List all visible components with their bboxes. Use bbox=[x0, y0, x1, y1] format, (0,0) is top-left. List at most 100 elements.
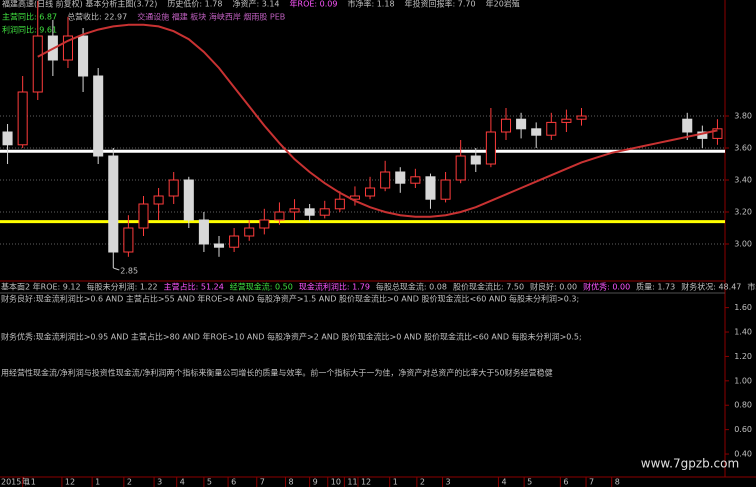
candle-body bbox=[576, 115, 587, 120]
indicator-value: 财良好: 0.00 bbox=[530, 282, 577, 292]
header-text: 净资产: 3.14 bbox=[232, 0, 279, 9]
x-tick-label: 7 bbox=[260, 478, 265, 487]
year-label: 2015年 bbox=[1, 477, 29, 487]
x-tick-label: 2 bbox=[420, 478, 425, 487]
candle-body bbox=[183, 179, 194, 221]
indicator-value: 股价现金流比: 7.50 bbox=[453, 282, 524, 292]
candle-body bbox=[500, 118, 512, 133]
candle-body bbox=[78, 35, 89, 77]
indicator-value: 主营占比: 51.24 bbox=[164, 282, 224, 292]
indicator-note: 财务优秀:现金流利润比>0.95 AND 主营占比>80 AND 年ROE>10… bbox=[1, 332, 582, 342]
candle-body bbox=[168, 179, 179, 197]
header-text: 年ROE: 0.09 bbox=[290, 0, 338, 9]
x-tick-label: 11 bbox=[347, 478, 357, 487]
y-tick-label: 0.80 bbox=[734, 401, 752, 410]
y-tick-label: 1.20 bbox=[734, 352, 752, 361]
candle-body bbox=[440, 179, 451, 200]
header-text: 福建高速(日线 前复权) 基本分析主图(3.72) bbox=[2, 0, 157, 9]
y-tick-label: 0.60 bbox=[734, 425, 752, 434]
x-tick-label: 1 bbox=[95, 478, 100, 487]
x-tick-label: 3 bbox=[446, 478, 451, 487]
candle-body bbox=[561, 118, 572, 123]
x-tick-label: 1 bbox=[393, 478, 398, 487]
y-tick-label: 3.40 bbox=[734, 176, 752, 185]
x-tick-label: 4 bbox=[501, 478, 506, 487]
indicator-note: 财务良好:现金流利润比>0.6 AND 主营占比>55 AND 年ROE>8 A… bbox=[1, 294, 579, 304]
candle-body bbox=[32, 35, 43, 93]
candle-body bbox=[470, 155, 481, 165]
candle-body bbox=[274, 211, 285, 221]
watermark: www.7gpzb.com bbox=[641, 457, 739, 471]
candle-body bbox=[153, 195, 164, 205]
candle-body bbox=[380, 171, 391, 189]
candle-body bbox=[682, 118, 693, 133]
x-tick-label: 8 bbox=[615, 478, 620, 487]
x-tick-label: 4 bbox=[180, 478, 185, 487]
candle-body bbox=[93, 75, 104, 157]
indicator-value: 财优秀: 0.00 bbox=[583, 282, 630, 292]
indicator-note: 用经营性现金流/净利润与投资性现金流/净利润两个指标来衡量公司增长的质量与效率。… bbox=[1, 368, 553, 378]
candle-body bbox=[229, 235, 240, 248]
candle-body bbox=[123, 227, 134, 253]
indicator-value: 财务状况: 48.47 bbox=[681, 282, 741, 292]
x-tick-label: 9 bbox=[313, 478, 318, 487]
x-tick-label: 2 bbox=[127, 478, 132, 487]
y-tick-label: 1.00 bbox=[734, 376, 752, 385]
header-text: 主营同比: 6.87 bbox=[2, 12, 57, 22]
annotation-leader bbox=[113, 267, 120, 271]
header-text: 利润同比: 9.61 bbox=[2, 25, 57, 35]
candle-body bbox=[198, 219, 209, 245]
x-tick-label: 8 bbox=[288, 478, 293, 487]
indicator-value: 现金流利润比: 1.79 bbox=[299, 282, 370, 292]
candle-body bbox=[546, 121, 557, 136]
candle-body bbox=[334, 198, 345, 210]
y-tick-label: 3.20 bbox=[734, 208, 752, 217]
candle-body bbox=[395, 171, 406, 184]
header-text: 历史低价: 1.78 bbox=[167, 0, 222, 9]
candle-body bbox=[62, 35, 73, 61]
candle-body bbox=[319, 208, 330, 216]
candle-body bbox=[17, 91, 28, 146]
indicator-value: 基本面2 年ROE: 9.12 bbox=[1, 282, 81, 292]
candle-body bbox=[259, 219, 270, 229]
indicator-value: 市增率: 0.01 bbox=[747, 282, 756, 292]
x-tick-label: 11 bbox=[26, 478, 36, 487]
x-tick-label: 6 bbox=[231, 478, 236, 487]
x-tick-label: 12 bbox=[65, 478, 75, 487]
candle-body bbox=[516, 118, 527, 130]
x-tick-label: 3 bbox=[157, 478, 162, 487]
candle-body bbox=[410, 176, 421, 184]
candle-body bbox=[712, 128, 723, 139]
y-tick-label: 3.00 bbox=[734, 240, 752, 249]
candle-body bbox=[2, 131, 13, 146]
x-tick-label: 10 bbox=[331, 478, 341, 487]
x-tick-label: 6 bbox=[563, 478, 568, 487]
indicator-value: 每股未分利润: 1.22 bbox=[87, 282, 158, 292]
header-text: 市净率: 1.18 bbox=[347, 0, 394, 9]
indicator-value: 经营现金流: 0.50 bbox=[230, 282, 293, 292]
candle-body bbox=[138, 203, 149, 229]
candle-body bbox=[304, 208, 315, 216]
header-text: 年20岩殖 bbox=[486, 0, 520, 9]
y-tick-label: 0.40 bbox=[734, 450, 752, 459]
y-tick-label: 3.60 bbox=[734, 144, 752, 153]
x-tick-label: 5 bbox=[207, 478, 212, 487]
candle-body bbox=[531, 128, 542, 136]
candle-body bbox=[213, 243, 225, 248]
y-tick-label: 1.60 bbox=[734, 303, 752, 312]
x-tick-label: 12 bbox=[361, 478, 371, 487]
header-text: 总营收比: 22.97 bbox=[67, 12, 127, 22]
annotation: 2.85 bbox=[120, 267, 138, 276]
header-text: 交通设施 福建 板块 海峡西岸 烟雨股 PEB bbox=[137, 12, 285, 22]
y-tick-label: 1.40 bbox=[734, 328, 752, 337]
x-tick-label: 7 bbox=[589, 478, 594, 487]
indicator-value: 质量: 1.73 bbox=[636, 282, 675, 292]
candle-body bbox=[485, 131, 496, 165]
y-tick-label: 3.80 bbox=[734, 112, 752, 121]
candle-body bbox=[108, 155, 119, 253]
candle-body bbox=[289, 208, 300, 213]
header-text: 年投资回报率: 7.70 bbox=[405, 0, 476, 9]
x-tick-label: 5 bbox=[527, 478, 532, 487]
candle-body bbox=[455, 155, 466, 181]
